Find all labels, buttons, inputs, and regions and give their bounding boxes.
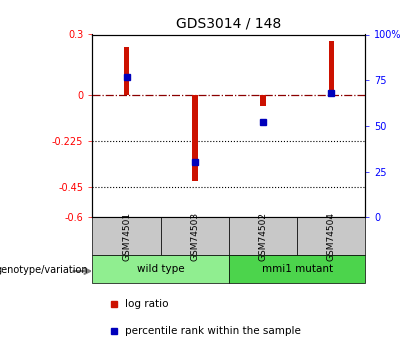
Text: mmi1 mutant: mmi1 mutant [262,264,333,274]
Title: GDS3014 / 148: GDS3014 / 148 [176,17,281,31]
Bar [92,217,161,255]
Bar [161,217,229,255]
Text: GSM74501: GSM74501 [122,212,131,261]
Text: GSM74502: GSM74502 [259,212,268,261]
Bar [229,217,297,255]
Bar [297,217,365,255]
Bar [92,255,229,283]
Text: wild type: wild type [137,264,184,274]
Text: GSM74504: GSM74504 [327,212,336,261]
Bar [192,96,197,181]
Text: genotype/variation: genotype/variation [0,265,88,275]
Text: GSM74503: GSM74503 [190,212,199,261]
Bar [328,41,334,96]
Bar [229,255,365,283]
Text: percentile rank within the sample: percentile rank within the sample [125,326,301,336]
Text: log ratio: log ratio [125,299,169,308]
Bar [124,47,129,96]
Bar [260,96,266,106]
